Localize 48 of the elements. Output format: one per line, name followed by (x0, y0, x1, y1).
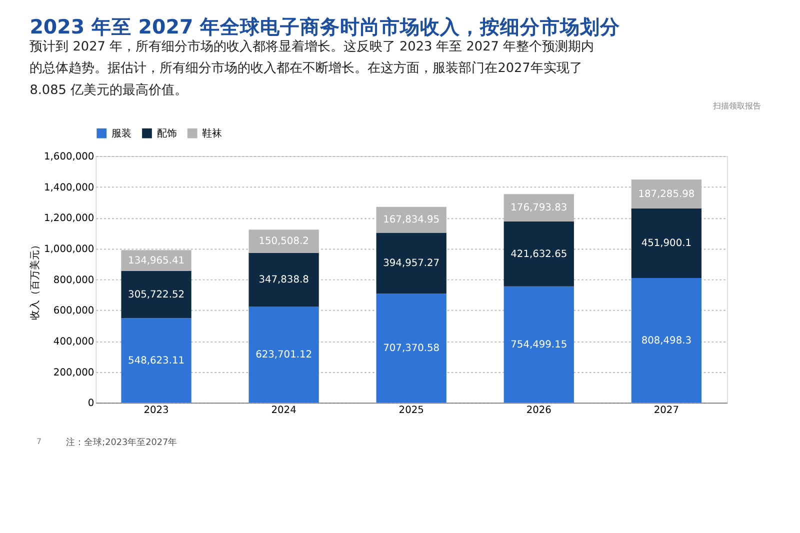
data-label: 305,722.52 (128, 289, 184, 300)
y-tick-label: 1,000,000 (44, 244, 94, 255)
y-tick-label: 1,400,000 (44, 182, 94, 194)
data-label: 808,498.3 (641, 335, 692, 346)
x-tick-label: 2024 (271, 404, 296, 416)
x-tick-label: 2027 (654, 404, 679, 416)
bar (631, 208, 702, 278)
data-label: 707,370.58 (383, 343, 440, 354)
legend-label: 鞋袜 (202, 127, 222, 140)
bar (248, 306, 319, 403)
y-tick-label: 600,000 (53, 306, 94, 317)
data-label: 150,508.2 (258, 236, 309, 248)
x-tick-label: 2025 (398, 404, 424, 416)
y-tick-label: 0 (88, 398, 94, 410)
chart-title: 2023 年至 2027 年全球电子商务时尚市场收入，按细分市场划分 (30, 16, 622, 39)
y-axis-title: 收入（百万美元） (29, 240, 42, 320)
text: 7 (36, 437, 42, 446)
y-tick-label: 1,200,000 (44, 213, 94, 224)
data-label: 623,701.12 (256, 350, 312, 361)
text: 注：全球;2023年至2027年 (66, 437, 178, 448)
x-tick-label: 2023 (144, 404, 169, 416)
data-label: 451,900.1 (641, 238, 692, 250)
data-label: 421,632.65 (510, 248, 568, 260)
bar (248, 252, 319, 306)
legend-label: 服装 (111, 127, 132, 140)
data-label: 347,838.8 (258, 274, 309, 286)
y-tick-label: 1,600,000 (44, 151, 94, 162)
legend-label: 配饰 (156, 127, 177, 140)
data-label: 548,623.11 (128, 355, 184, 366)
chart-subtitle: 预计到 2027 年，所有细分市场的收入都将显着增长。这反映了 2023 年至 2027 年整个预测期内的总体趋势。据估计，所有细分市场的收入都在不断增长。在这方面，服装部门在2027年实现了8.085 亿美元的最高价值。 (30, 38, 594, 98)
bar (121, 318, 192, 403)
data-label: 754,499.15 (510, 339, 568, 350)
y-tick-label: 800,000 (53, 274, 94, 286)
y-tick-label: 200,000 (53, 367, 94, 378)
bar (504, 286, 574, 403)
data-label: 134,965.41 (128, 256, 184, 267)
bar (376, 232, 446, 294)
bar (504, 221, 574, 286)
data-label: 394,957.27 (383, 258, 440, 270)
x-tick-label: 2026 (526, 404, 552, 416)
text: 扫描领取报告 (712, 102, 761, 111)
data-label: 176,793.83 (510, 202, 568, 214)
bar (376, 294, 446, 403)
data-label: 187,285.98 (638, 188, 695, 200)
bar (631, 278, 702, 403)
y-tick-label: 400,000 (53, 336, 94, 348)
data-label: 167,834.95 (383, 214, 440, 226)
bar (121, 270, 192, 318)
